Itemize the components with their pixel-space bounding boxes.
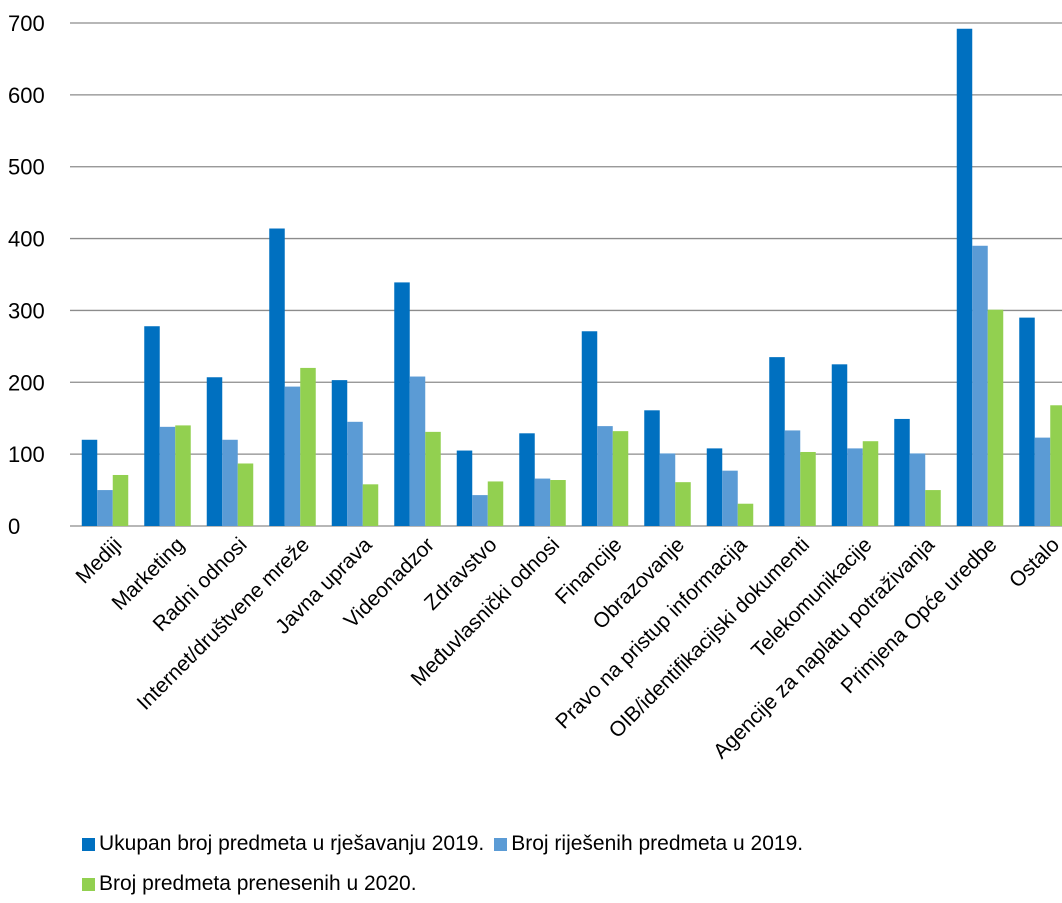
- bar-series-1-2: [206, 377, 223, 526]
- bar-series-1-10: [706, 448, 723, 526]
- y-tick-label: 300: [8, 298, 45, 323]
- y-tick-label: 400: [8, 227, 45, 252]
- bar-series-3-2: [237, 463, 254, 526]
- bar-series-3-9: [675, 482, 691, 526]
- legend-swatch-series-3: [82, 877, 95, 891]
- legend-swatch-series-1: [82, 837, 95, 851]
- x-tick-label: Ostalo: [1005, 533, 1062, 592]
- bar-series-3-12: [862, 441, 879, 526]
- bar-series-2-9: [659, 453, 676, 526]
- bar-series-1-8: [581, 331, 598, 526]
- y-tick-label: 600: [8, 83, 45, 108]
- bar-series-2-15: [1034, 437, 1051, 526]
- bar-series-2-8: [597, 426, 613, 526]
- bar-series-2-12: [847, 448, 863, 526]
- bar-series-3-10: [737, 503, 754, 526]
- bars: [81, 28, 1062, 527]
- bar-series-3-7: [550, 480, 566, 526]
- bar-series-1-4: [331, 380, 348, 526]
- bar-series-2-0: [97, 490, 113, 526]
- bar-series-3-1: [175, 425, 191, 526]
- legend-row-1: Ukupan broj predmeta u rješavanju 2019. …: [82, 832, 813, 856]
- bar-series-3-4: [362, 484, 379, 526]
- bar-series-1-6: [456, 450, 473, 526]
- bar-series-2-13: [909, 453, 926, 526]
- bar-series-2-3: [284, 386, 301, 526]
- legend-label-series-1: Ukupan broj predmeta u rješavanju 2019.: [99, 832, 485, 855]
- y-tick-label: 0: [8, 514, 20, 539]
- bar-series-2-10: [722, 470, 738, 526]
- bar-series-3-3: [300, 367, 316, 526]
- bar-series-2-14: [972, 245, 988, 526]
- bar-series-3-8: [612, 431, 629, 526]
- x-tick-label: Mediji: [71, 533, 126, 588]
- bar-series-2-6: [472, 495, 488, 526]
- bar-series-2-4: [347, 421, 363, 526]
- legend-item-series-1: Ukupan broj predmeta u rješavanju 2019.: [82, 832, 484, 856]
- bar-series-3-14: [987, 309, 1004, 526]
- bar-series-3-15: [1050, 405, 1062, 526]
- legend-label-series-3: Broj predmeta prenesenih u 2020.: [99, 872, 417, 895]
- legend-swatch-series-2: [494, 837, 508, 851]
- legend-item-series-2: Broj riješenih predmeta u 2019.: [494, 832, 803, 856]
- bar-series-3-5: [425, 431, 441, 526]
- y-tick-label: 500: [8, 155, 45, 180]
- bar-series-1-3: [269, 228, 285, 527]
- legend-item-series-3: Broj predmeta prenesenih u 2020.: [82, 872, 417, 896]
- bar-series-2-5: [409, 376, 426, 526]
- bar-series-1-13: [894, 418, 910, 526]
- y-tick-label: 700: [8, 11, 45, 36]
- bar-series-2-1: [159, 426, 176, 526]
- legend-label-series-2: Broj riješenih predmeta u 2019.: [511, 832, 804, 855]
- bar-series-1-14: [956, 28, 973, 527]
- bar-series-1-11: [769, 357, 785, 526]
- bar-series-1-12: [831, 364, 848, 526]
- bar-series-1-7: [519, 433, 535, 526]
- bar-series-2-2: [222, 439, 238, 526]
- bar-series-1-9: [644, 410, 660, 526]
- bar-series-3-0: [112, 474, 129, 526]
- y-axis-ticks: 0 100 200 300 400 500 600 700: [8, 11, 45, 539]
- bar-series-1-15: [1019, 317, 1035, 526]
- bar-series-2-11: [784, 430, 801, 526]
- y-tick-label: 200: [8, 370, 45, 395]
- bar-series-3-11: [800, 451, 816, 526]
- bar-series-2-7: [534, 478, 551, 526]
- x-tick-label: Agencije za naplatu potraživanja: [709, 533, 939, 763]
- bar-series-1-5: [394, 282, 410, 526]
- bar-series-3-13: [925, 490, 941, 526]
- bar-series-1-1: [144, 326, 160, 526]
- legend-row-2: Broj predmeta prenesenih u 2020.: [82, 872, 427, 896]
- bar-series-3-6: [487, 481, 504, 526]
- y-tick-label: 100: [8, 442, 45, 467]
- bar-series-1-0: [81, 439, 98, 526]
